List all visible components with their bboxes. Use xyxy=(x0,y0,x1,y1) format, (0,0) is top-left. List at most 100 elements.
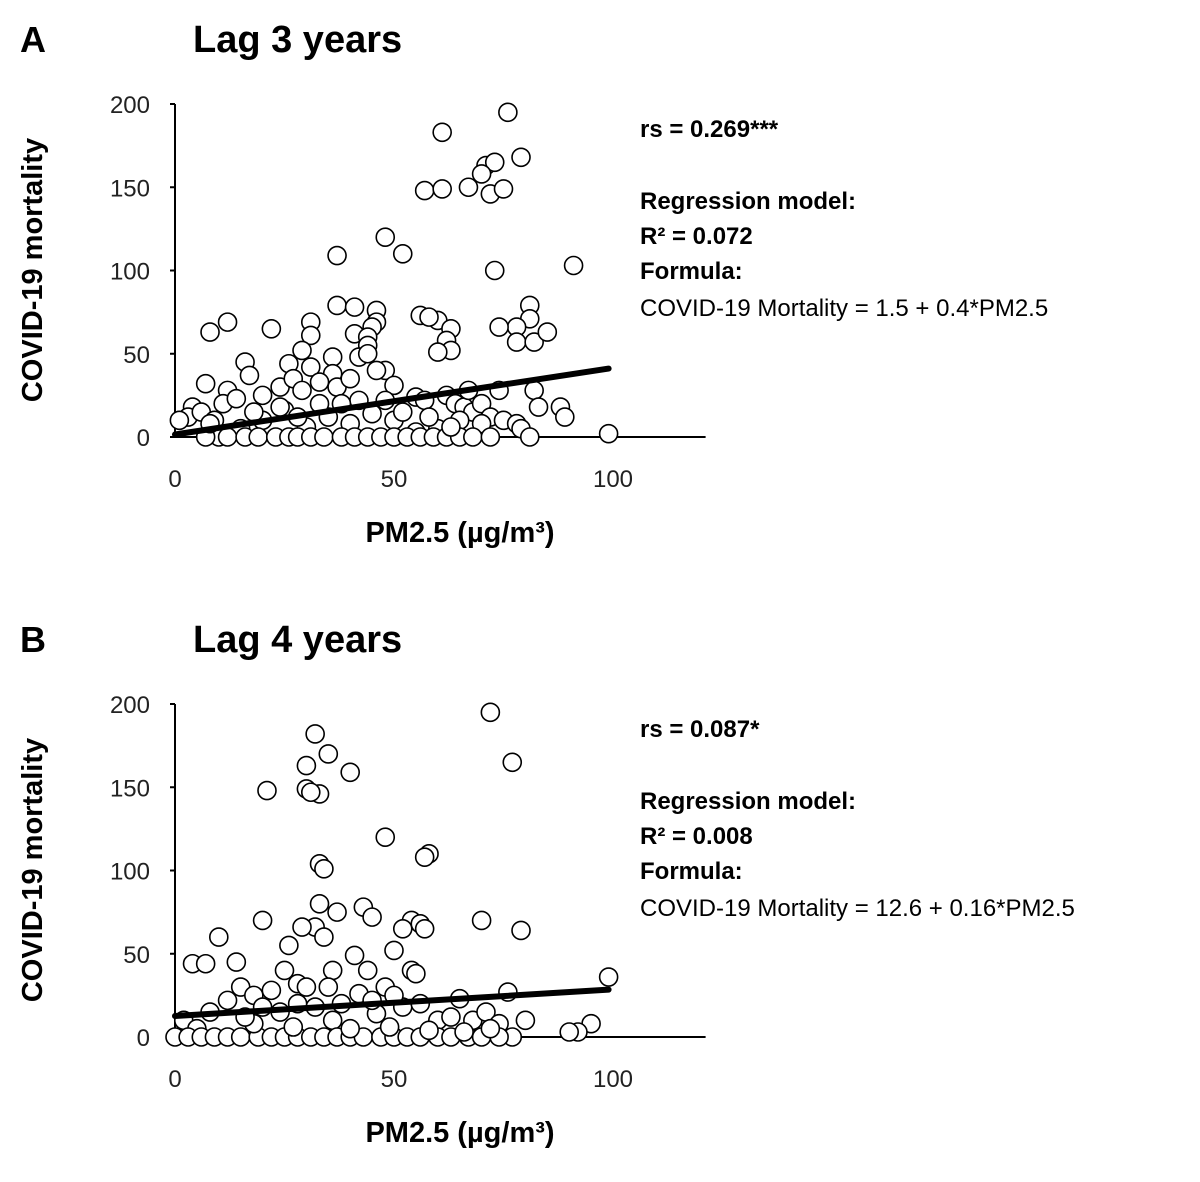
data-point xyxy=(555,407,575,427)
data-point xyxy=(524,380,544,401)
data-point xyxy=(480,427,501,447)
data-point xyxy=(279,935,299,956)
data-point xyxy=(515,1010,536,1031)
x-tick-label: 0 xyxy=(168,466,181,493)
data-point xyxy=(261,318,282,339)
panel-letter: B xyxy=(20,619,46,660)
y-tick-label: 150 xyxy=(110,775,150,802)
data-point xyxy=(493,179,514,199)
data-point xyxy=(257,780,277,801)
data-point xyxy=(375,827,396,848)
data-point xyxy=(252,910,273,931)
data-point xyxy=(432,179,452,199)
data-point xyxy=(392,402,413,422)
data-point xyxy=(300,782,321,803)
data-point xyxy=(292,380,312,401)
data-point xyxy=(427,342,448,362)
data-point xyxy=(322,1010,343,1031)
panel-b: B Lag 4 years 0 50 100 150 200 0 50 100 PM2.5 (µg/… xyxy=(17,619,1075,1149)
rs-annotation: rs = 0.269*** xyxy=(640,116,779,143)
data-point xyxy=(296,755,317,776)
data-point xyxy=(511,147,531,168)
y-axis-label: COVID-19 mortality xyxy=(17,138,49,402)
data-point xyxy=(217,990,238,1011)
formula-text: COVID-19 Mortality = 1.5 + 0.4*PM2.5 xyxy=(640,295,1048,322)
data-point xyxy=(230,1027,251,1047)
data-point xyxy=(322,960,343,981)
data-point xyxy=(441,1007,461,1027)
data-point xyxy=(419,307,439,327)
data-point xyxy=(292,917,312,937)
y-tick-label: 150 xyxy=(110,175,150,202)
panel-letter: A xyxy=(20,19,46,60)
data-point xyxy=(406,963,426,984)
data-point xyxy=(471,164,492,184)
data-point xyxy=(506,332,527,352)
data-point xyxy=(419,407,439,427)
rs-annotation: rs = 0.087* xyxy=(640,716,760,743)
x-tick-label: 0 xyxy=(168,1066,181,1093)
data-point xyxy=(559,1022,580,1042)
x-tick-label: 50 xyxy=(381,1066,408,1093)
y-tick-label: 200 xyxy=(110,692,150,719)
data-point xyxy=(392,244,413,264)
data-point xyxy=(318,744,339,764)
data-point xyxy=(379,1017,400,1037)
data-point xyxy=(226,388,247,409)
data-point xyxy=(480,702,501,723)
formula-text: COVID-19 Mortality = 12.6 + 0.16*PM2.5 xyxy=(640,895,1075,922)
data-point xyxy=(362,907,382,927)
data-point xyxy=(463,427,483,447)
data-point xyxy=(344,945,365,966)
data-point xyxy=(384,940,404,961)
data-point xyxy=(414,847,435,867)
panel-a: A Lag 3 years 0 50 100 150 200 0 50 100 PM2.5 (µg/… xyxy=(17,19,1048,549)
data-point xyxy=(537,322,558,342)
data-point xyxy=(261,980,282,1001)
data-point xyxy=(340,762,361,783)
chart-title: Lag 3 years xyxy=(193,19,402,61)
regression-line xyxy=(172,986,612,1020)
data-point xyxy=(309,372,330,392)
data-point xyxy=(384,375,404,396)
data-point xyxy=(217,312,238,332)
data-point xyxy=(305,724,325,744)
data-point xyxy=(598,967,619,987)
data-point xyxy=(248,427,269,447)
y-tick-label: 200 xyxy=(110,92,150,119)
data-point xyxy=(414,180,435,201)
data-point xyxy=(200,322,220,342)
y-tick-label: 100 xyxy=(110,859,150,886)
data-point xyxy=(318,977,339,997)
x-tick-label: 100 xyxy=(593,466,633,493)
data-point xyxy=(322,347,343,367)
y-tick-label: 0 xyxy=(137,425,150,452)
data-point xyxy=(327,902,347,922)
y-tick-label: 100 xyxy=(110,259,150,286)
data-point xyxy=(344,297,365,317)
data-point xyxy=(283,1017,304,1037)
data-point xyxy=(226,952,247,972)
data-point xyxy=(300,357,321,377)
data-point xyxy=(327,245,347,266)
data-point xyxy=(419,1020,439,1041)
regression-model-label: Regression model: xyxy=(640,188,856,215)
data-point xyxy=(489,317,509,337)
data-point xyxy=(357,960,378,981)
data-point xyxy=(327,295,347,316)
data-point xyxy=(375,227,396,247)
data-point xyxy=(195,373,216,394)
data-point xyxy=(528,397,549,417)
y-tick-label: 50 xyxy=(123,942,150,969)
data-point xyxy=(314,427,334,447)
regression-model-label: Regression model: xyxy=(640,788,856,815)
data-point xyxy=(340,368,361,389)
data-point xyxy=(519,427,540,447)
data-point xyxy=(458,177,479,198)
data-point xyxy=(511,920,531,941)
x-tick-label: 50 xyxy=(381,466,408,493)
data-point xyxy=(392,918,413,939)
data-point xyxy=(239,365,260,386)
data-point xyxy=(274,960,295,981)
data-point xyxy=(217,427,238,447)
